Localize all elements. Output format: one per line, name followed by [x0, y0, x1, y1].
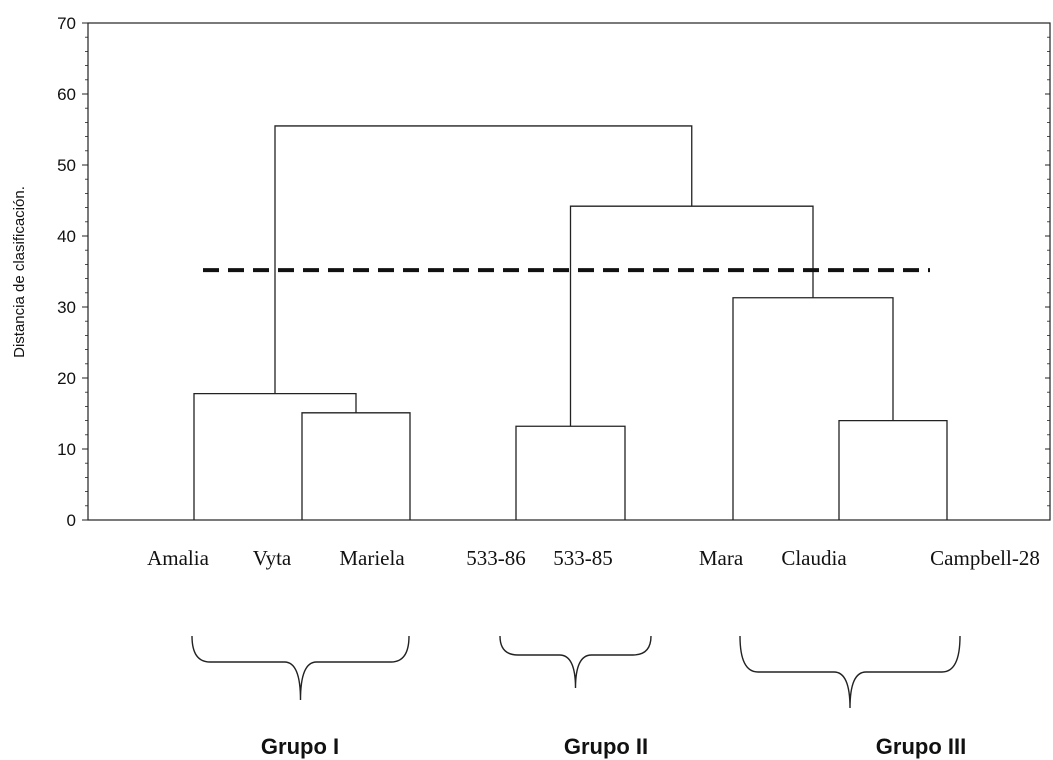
y-axis-title: Distancia de clasificación.	[11, 186, 28, 358]
merge-link-vyta-mariela	[301, 412, 411, 520]
leaf-label-533-86: 533-86	[466, 546, 526, 570]
y-tick-label-10: 10	[57, 440, 76, 459]
dendrogram-links	[193, 125, 948, 520]
y-tick-label-0: 0	[67, 511, 76, 530]
merge-link-claudia-campbell-28	[838, 419, 948, 520]
y-tick-label-70: 70	[57, 14, 76, 33]
leaf-label-amalia: Amalia	[147, 546, 209, 570]
group-brace-grupo-ii	[499, 635, 652, 689]
group-label-grupo-ii: Grupo II	[564, 734, 648, 759]
leaf-label-mara: Mara	[699, 546, 744, 570]
group-brace-grupo-iii	[739, 635, 961, 709]
y-tick-label-20: 20	[57, 369, 76, 388]
y-tick-label-50: 50	[57, 156, 76, 175]
leaf-label-533-85: 533-85	[553, 546, 613, 570]
plot-frame-rect	[87, 22, 1051, 521]
leaf-label-claudia: Claudia	[781, 546, 847, 570]
y-tick-label-40: 40	[57, 227, 76, 246]
leaf-label-mariela: Mariela	[339, 546, 405, 570]
group-brace-grupo-i	[191, 635, 410, 701]
group-label-grupo-i: Grupo I	[261, 734, 339, 759]
y-tick-label-30: 30	[57, 298, 76, 317]
merge-link-533-86-533-85-mara-claudia-campbell-28	[569, 205, 814, 427]
merge-link-amalia-vyta-mariela-533-86-533-85-mara-claudia-campbell-28	[274, 125, 693, 394]
leaf-label-vyta: Vyta	[253, 546, 292, 570]
y-tick-label-60: 60	[57, 85, 76, 104]
group-annotations: Grupo I Grupo II Grupo III	[191, 635, 966, 759]
leaf-labels: Amalia Vyta Mariela 533-86 533-85 Mara Claudia…	[147, 546, 1040, 570]
leaf-label-campbell-28: Campbell-28	[930, 546, 1040, 570]
merge-link-mara-claudia-campbell-28	[732, 297, 894, 520]
plot-frame	[87, 22, 1051, 521]
group-label-grupo-iii: Grupo III	[876, 734, 966, 759]
merge-link-533-86-533-85	[515, 425, 626, 520]
y-axis: 0 10 20 30 40 50 60 70	[57, 14, 1050, 530]
